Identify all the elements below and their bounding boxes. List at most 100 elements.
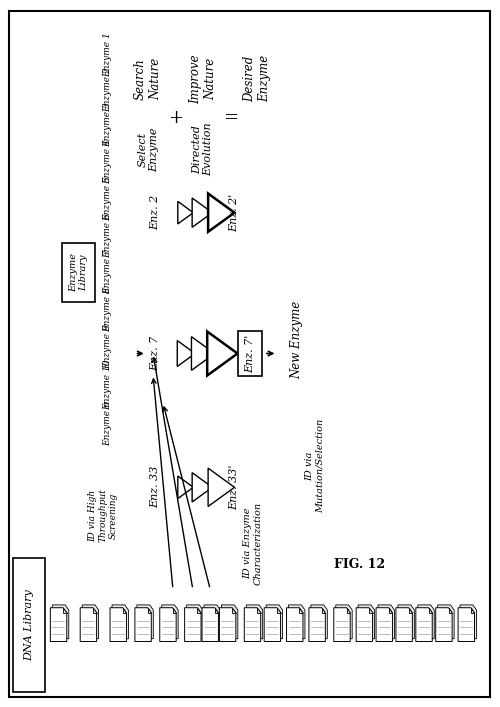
Polygon shape [389, 608, 392, 613]
Text: Enzyme 4: Enzyme 4 [104, 139, 112, 185]
Polygon shape [80, 608, 96, 641]
Polygon shape [192, 198, 212, 228]
Polygon shape [178, 476, 194, 498]
Polygon shape [277, 608, 280, 613]
Polygon shape [334, 608, 350, 641]
Polygon shape [192, 337, 214, 370]
Polygon shape [376, 608, 392, 641]
Polygon shape [244, 608, 260, 641]
Polygon shape [148, 608, 152, 613]
Bar [12, 558, 45, 691]
Polygon shape [436, 608, 452, 641]
Polygon shape [358, 605, 374, 638]
Text: Select
Enzyme: Select Enzyme [138, 127, 159, 172]
Polygon shape [408, 608, 412, 613]
Text: =: = [224, 109, 238, 127]
Polygon shape [300, 608, 303, 613]
Polygon shape [215, 608, 218, 613]
Polygon shape [286, 608, 303, 641]
Polygon shape [448, 608, 452, 613]
Polygon shape [460, 605, 476, 638]
Polygon shape [396, 608, 412, 641]
Text: Enzyme 1: Enzyme 1 [104, 32, 112, 76]
Text: Enzyme 9: Enzyme 9 [104, 324, 112, 369]
Text: Enz. 33: Enz. 33 [150, 466, 160, 508]
Text: Enz. 7': Enz. 7' [245, 334, 255, 373]
Text: FIG. 12: FIG. 12 [334, 559, 385, 571]
Text: Enzyme 6: Enzyme 6 [104, 213, 112, 257]
Polygon shape [162, 605, 178, 638]
Polygon shape [346, 608, 350, 613]
Polygon shape [112, 605, 128, 638]
Polygon shape [208, 194, 234, 232]
Polygon shape [184, 608, 201, 641]
Text: Enzyme
Library: Enzyme Library [69, 253, 88, 292]
Polygon shape [172, 608, 176, 613]
Polygon shape [378, 605, 394, 638]
Polygon shape [458, 608, 474, 641]
Polygon shape [356, 608, 372, 641]
Polygon shape [222, 605, 238, 638]
Polygon shape [257, 608, 260, 613]
Text: Enzyme n: Enzyme n [104, 402, 112, 446]
Text: ID via Enzyme
Characterization: ID via Enzyme Characterization [243, 502, 262, 585]
Polygon shape [266, 605, 282, 638]
Text: Enz. 33': Enz. 33' [229, 464, 239, 510]
Polygon shape [93, 608, 96, 613]
Polygon shape [204, 605, 220, 638]
Text: Enz. 2': Enz. 2' [229, 194, 239, 232]
Polygon shape [398, 605, 414, 638]
Polygon shape [336, 605, 352, 638]
Bar [62, 243, 94, 303]
Text: Enzyme 3: Enzyme 3 [104, 103, 112, 147]
Text: Enzyme 2: Enzyme 2 [104, 67, 112, 112]
Polygon shape [110, 608, 126, 641]
Polygon shape [208, 468, 234, 506]
Polygon shape [428, 608, 432, 613]
Text: Enzyme 8: Enzyme 8 [104, 287, 112, 332]
Polygon shape [288, 605, 305, 638]
Polygon shape [186, 605, 203, 638]
Polygon shape [220, 608, 236, 641]
Text: Enzyme 5: Enzyme 5 [104, 176, 112, 221]
Polygon shape [322, 608, 326, 613]
Text: Directed
Evolution: Directed Evolution [192, 122, 214, 176]
Polygon shape [207, 332, 238, 375]
Polygon shape [63, 608, 67, 613]
Text: DNA Library: DNA Library [24, 589, 34, 660]
Text: Enz. 7: Enz. 7 [150, 336, 160, 371]
Polygon shape [232, 608, 236, 613]
Polygon shape [246, 605, 262, 638]
Text: Enzyme 7: Enzyme 7 [104, 250, 112, 294]
Text: ID via
Mutation/Selection: ID via Mutation/Selection [305, 419, 324, 513]
Text: New Enzyme: New Enzyme [290, 300, 303, 378]
Polygon shape [137, 605, 154, 638]
Polygon shape [418, 605, 434, 638]
Polygon shape [160, 608, 176, 641]
Polygon shape [192, 473, 212, 502]
Polygon shape [264, 608, 280, 641]
Polygon shape [178, 201, 194, 224]
Polygon shape [50, 608, 67, 641]
Polygon shape [369, 608, 372, 613]
Polygon shape [309, 608, 326, 641]
Polygon shape [135, 608, 152, 641]
Text: Improve
Nature: Improve Nature [189, 54, 217, 104]
Text: Enz. 2: Enz. 2 [150, 195, 160, 230]
Polygon shape [52, 605, 69, 638]
Polygon shape [202, 608, 218, 641]
Polygon shape [198, 608, 201, 613]
Text: +: + [168, 109, 183, 127]
Polygon shape [178, 341, 195, 366]
Polygon shape [123, 608, 126, 613]
Text: Search
Nature: Search Nature [134, 58, 162, 100]
Polygon shape [438, 605, 454, 638]
Bar [238, 331, 262, 376]
Text: Desired
Enzyme: Desired Enzyme [244, 55, 272, 103]
Polygon shape [416, 608, 432, 641]
Text: Enzyme 10: Enzyme 10 [104, 360, 112, 411]
Polygon shape [471, 608, 474, 613]
Polygon shape [311, 605, 328, 638]
Polygon shape [82, 605, 98, 638]
Text: ID via High
Throughput
Screening: ID via High Throughput Screening [88, 489, 118, 542]
